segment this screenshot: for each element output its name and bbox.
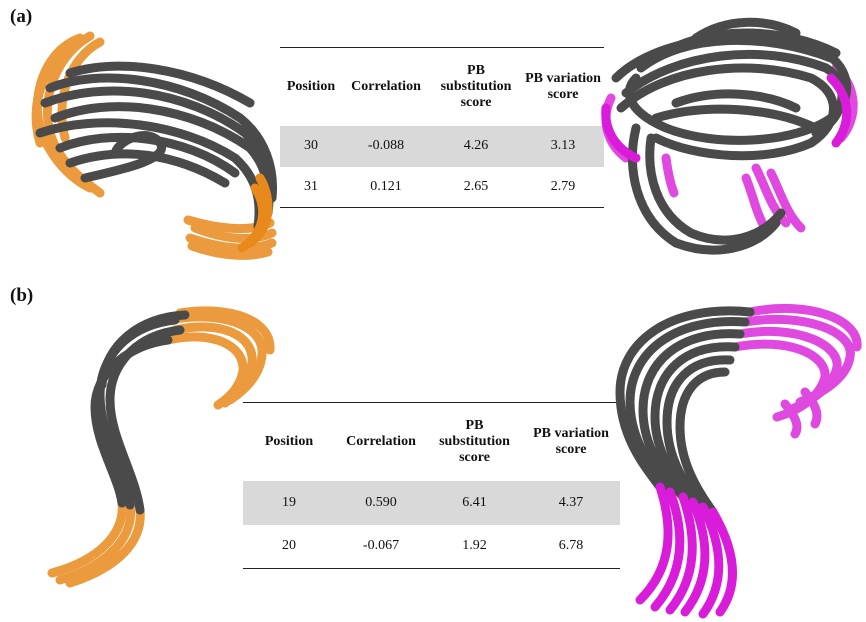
- cell-pb-substitution: 4.26: [430, 125, 522, 167]
- table-row: 30 -0.088 4.26 3.13: [280, 125, 604, 167]
- cell-pb-substitution: 6.41: [427, 480, 522, 525]
- cell-correlation: 0.121: [370, 178, 402, 194]
- table-header-row: Position Correlation PB substitution sco…: [280, 47, 604, 126]
- table-row: 20 -0.067 1.92 6.78: [243, 525, 620, 569]
- header-position: Position: [286, 78, 336, 94]
- header-pb-substitution: PB substitution score: [440, 62, 512, 110]
- panel-b-left-structure: [47, 306, 275, 588]
- cell-position: 19: [243, 480, 335, 525]
- table-row: 31 0.121 2.65 2.79: [280, 167, 604, 208]
- cell-position: 30: [280, 125, 342, 167]
- header-pb-variation: PB variation score: [525, 70, 601, 102]
- header-pb-variation: PB variation score: [533, 425, 609, 457]
- cell-position: 31: [304, 178, 318, 194]
- panel-a-table: Position Correlation PB substitution sco…: [280, 47, 604, 208]
- table-header-row: Position Correlation PB substitution sco…: [243, 402, 620, 481]
- panel-a-label: (a): [10, 6, 33, 27]
- cell-pb-variation: 6.78: [558, 538, 584, 554]
- panel-a-left-structure: [31, 31, 278, 260]
- cell-position: 20: [282, 538, 296, 554]
- panel-a-right-structure: [601, 17, 858, 255]
- cell-pb-substitution: 2.65: [463, 178, 489, 194]
- cell-correlation: -0.088: [342, 125, 430, 167]
- header-correlation: Correlation: [351, 78, 421, 94]
- header-position: Position: [264, 433, 314, 449]
- panel-b-right-structure: [615, 304, 862, 619]
- cell-pb-substitution: 1.92: [462, 538, 487, 554]
- cell-pb-variation: 2.79: [550, 178, 576, 194]
- panel-b-table: Position Correlation PB substitution sco…: [243, 402, 620, 569]
- cell-pb-variation: 3.13: [522, 125, 604, 167]
- header-pb-substitution: PB substitution score: [439, 417, 510, 465]
- cell-correlation: 0.590: [335, 480, 427, 525]
- table-row: 19 0.590 6.41 4.37: [243, 480, 620, 525]
- cell-correlation: -0.067: [362, 538, 400, 554]
- header-correlation: Correlation: [346, 433, 416, 449]
- panel-b-label: (b): [10, 285, 34, 306]
- cell-pb-variation: 4.37: [522, 480, 620, 525]
